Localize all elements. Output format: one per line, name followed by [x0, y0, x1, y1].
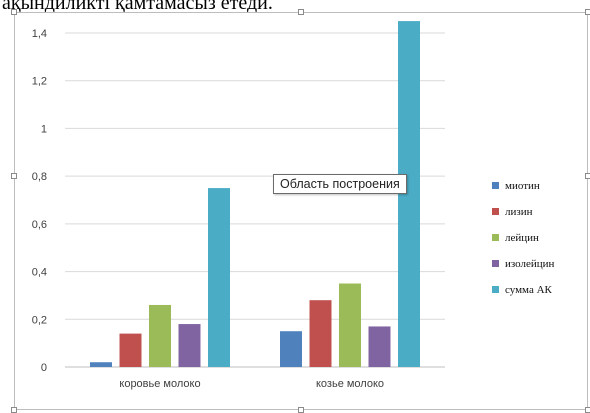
- legend-swatch: [492, 234, 499, 241]
- bar[interactable]: [398, 21, 420, 367]
- legend-swatch: [492, 286, 499, 293]
- legend-swatch: [492, 182, 499, 189]
- bar[interactable]: [178, 324, 201, 367]
- y-tick-label: 0,4: [32, 267, 47, 279]
- legend-label: сумма АК: [505, 283, 552, 296]
- legend-label: миотин: [505, 179, 540, 192]
- resize-handle-top-right[interactable]: [585, 9, 590, 15]
- legend-item[interactable]: лейцин: [492, 230, 554, 245]
- tooltip: Область построения: [273, 174, 407, 194]
- top-text: ақындиликтi қамтамасыз етеди.: [2, 0, 273, 14]
- legend-item[interactable]: лизин: [492, 204, 554, 219]
- y-tick-label: 0,2: [32, 314, 47, 326]
- bar[interactable]: [280, 331, 302, 367]
- x-category-label: коровье молоко: [119, 378, 200, 390]
- bar[interactable]: [119, 333, 142, 367]
- legend-swatch: [492, 260, 499, 267]
- y-tick-label: 1,2: [32, 76, 47, 88]
- resize-handle-top-left[interactable]: [11, 9, 17, 15]
- bar[interactable]: [90, 362, 112, 367]
- bar[interactable]: [339, 283, 361, 368]
- bar[interactable]: [309, 300, 332, 367]
- bar[interactable]: [149, 304, 171, 367]
- legend-label: лизин: [505, 205, 533, 218]
- resize-handle-right-mid[interactable]: [585, 173, 590, 179]
- y-tick-label: 0: [41, 362, 47, 374]
- resize-handle-top-mid[interactable]: [298, 9, 304, 15]
- legend-label: изолейцин: [505, 257, 555, 270]
- resize-handle-left-mid[interactable]: [11, 173, 17, 179]
- legend: миотин лизин лейцин изолейцин сумма АК: [492, 178, 554, 308]
- x-category-label: козье молоко: [316, 378, 384, 390]
- legend-item[interactable]: сумма АК: [492, 282, 554, 297]
- y-tick-label: 0,8: [32, 171, 47, 183]
- legend-swatch: [492, 208, 499, 215]
- legend-label: лейцин: [505, 231, 539, 244]
- legend-item[interactable]: миотин: [492, 178, 554, 193]
- bar[interactable]: [208, 188, 230, 367]
- bar[interactable]: [368, 326, 391, 367]
- legend-item[interactable]: изолейцин: [492, 256, 554, 271]
- y-tick-label: 1: [41, 123, 47, 135]
- y-tick-label: 0,6: [32, 219, 47, 231]
- y-tick-label: 1,4: [32, 28, 47, 40]
